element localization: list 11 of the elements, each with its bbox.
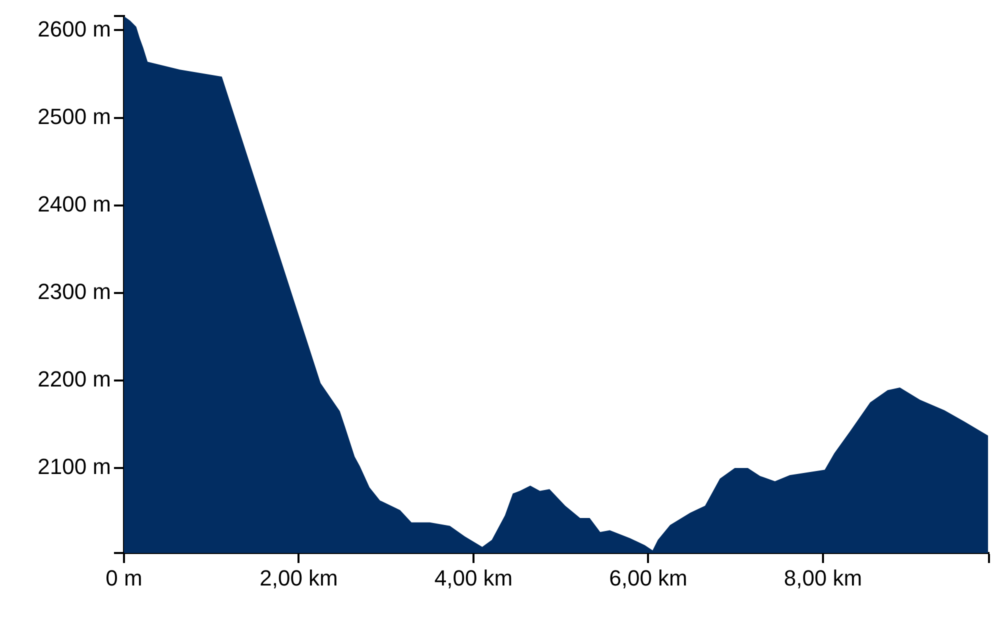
x-tick-label: 8,00 km bbox=[784, 565, 862, 590]
y-tick-label: 2500 m bbox=[38, 104, 111, 129]
y-tick-label: 2400 m bbox=[38, 191, 111, 216]
x-tick-label: 2,00 km bbox=[260, 565, 338, 590]
x-tick-label: 6,00 km bbox=[609, 565, 688, 590]
x-tick-label: 0 m bbox=[106, 565, 142, 590]
x-tick-label: 4,00 km bbox=[434, 565, 513, 590]
y-tick-label: 2600 m bbox=[38, 16, 111, 42]
y-tick-label: 2300 m bbox=[38, 278, 111, 304]
y-tick-label: 2100 m bbox=[38, 454, 111, 480]
y-tick-label: 2200 m bbox=[38, 366, 111, 392]
